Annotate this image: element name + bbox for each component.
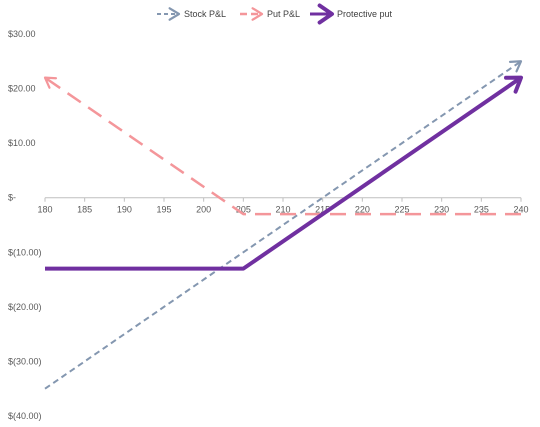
series-arrowhead <box>43 76 58 89</box>
y-axis: $30.00 $20.00 $10.00 $- $(10.00) $(20.00) $(30… <box>8 29 42 421</box>
x-tick-label: 185 <box>77 205 92 215</box>
y-tick-label: $- <box>8 193 16 203</box>
legend-label: Stock P&L <box>184 9 226 19</box>
x-tick-label: 225 <box>394 205 409 215</box>
y-tick-label: $30.00 <box>8 29 36 39</box>
x-tick-label: 220 <box>355 205 370 215</box>
series-layer <box>43 60 523 390</box>
x-tick-label: 240 <box>513 205 528 215</box>
series-arrowhead <box>504 75 523 94</box>
x-axis: 180 185 190 195 200 205 210 215 220 225 230 235 240 <box>37 197 529 215</box>
series-arrowhead <box>508 60 523 73</box>
x-tick-label: 180 <box>37 205 52 215</box>
series-1 <box>43 76 521 216</box>
x-tick-label: 210 <box>275 205 290 215</box>
x-tick-label: 190 <box>117 205 132 215</box>
x-tick-label: 200 <box>196 205 211 215</box>
series-line <box>44 76 521 216</box>
y-tick-label: $(10.00) <box>8 247 42 257</box>
legend-arrowhead <box>317 3 334 25</box>
series-2 <box>45 75 523 271</box>
series-line <box>45 76 523 271</box>
x-tick-label: 195 <box>156 205 171 215</box>
y-tick-label: $10.00 <box>8 138 36 148</box>
legend-arrowhead <box>251 7 264 21</box>
legend-arrowhead <box>168 7 181 21</box>
legend-label: Put P&L <box>267 9 300 19</box>
x-tick-label: 215 <box>315 205 330 215</box>
y-tick-label: $(20.00) <box>8 302 42 312</box>
legend-item: Stock P&L <box>157 7 226 21</box>
series-line <box>44 60 522 390</box>
legend: Stock P&L Put P&L Protective put <box>157 3 393 25</box>
x-tick-label: 205 <box>236 205 251 215</box>
series-0 <box>44 60 523 390</box>
y-tick-label: $20.00 <box>8 84 36 94</box>
y-tick-label: $(30.00) <box>8 356 42 366</box>
legend-item: Protective put <box>310 3 393 25</box>
legend-label: Protective put <box>337 9 393 19</box>
x-tick-label: 235 <box>474 205 489 215</box>
x-tick-label: 230 <box>434 205 449 215</box>
y-tick-label: $(40.00) <box>8 411 42 421</box>
legend-item: Put P&L <box>240 7 300 21</box>
